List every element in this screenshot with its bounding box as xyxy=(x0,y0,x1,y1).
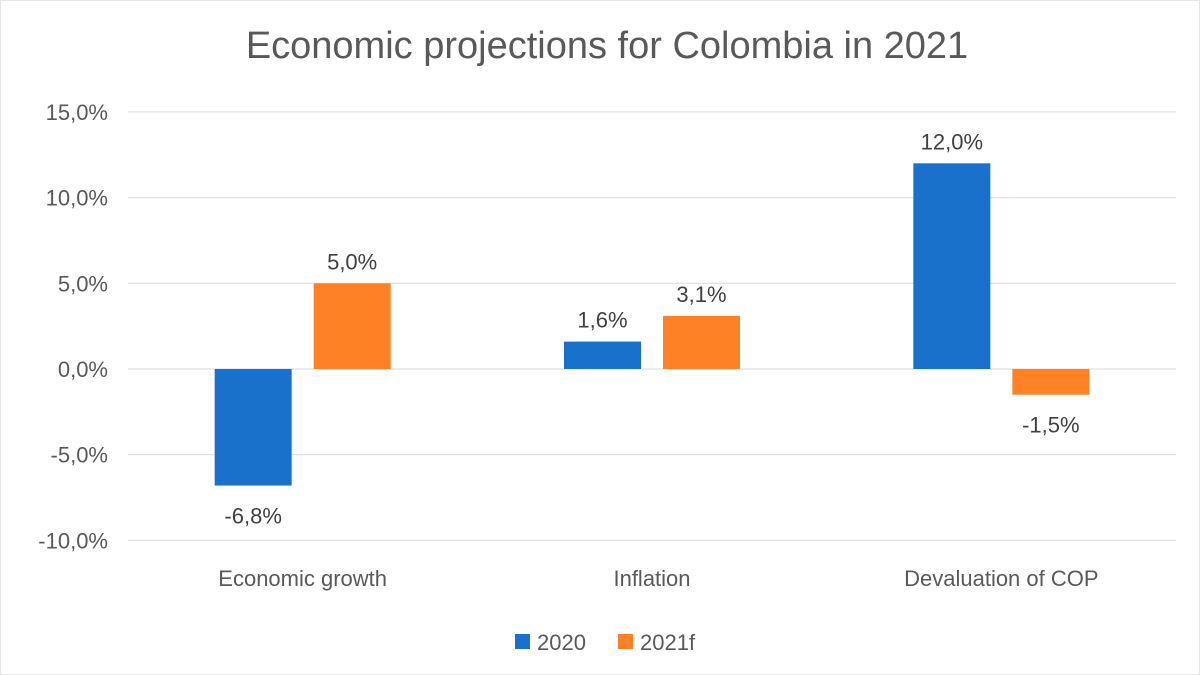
legend-swatch-2020 xyxy=(515,634,530,649)
chart-title: Economic projections for Colombia in 202… xyxy=(246,25,968,67)
y-tick-label: 10,0% xyxy=(46,186,108,211)
x-tick-label: Inflation xyxy=(613,566,690,591)
data-label: 5,0% xyxy=(327,249,377,274)
bar-2021f xyxy=(313,283,391,369)
y-tick-label: 0,0% xyxy=(58,357,108,382)
y-tick-label: 15,0% xyxy=(46,100,108,125)
x-tick-label: Economic growth xyxy=(218,566,387,591)
bar-2020 xyxy=(564,341,641,369)
legend-label: 2021f xyxy=(640,630,696,655)
bar-2020 xyxy=(913,163,991,369)
legend-label: 2020 xyxy=(537,630,586,655)
y-tick-label: -5,0% xyxy=(51,443,108,468)
data-label: -6,8% xyxy=(224,504,281,529)
data-label: 3,1% xyxy=(676,282,726,307)
y-tick-label: 5,0% xyxy=(58,271,108,296)
bar-2021f xyxy=(663,315,740,369)
bar-2020 xyxy=(214,369,292,486)
y-tick-label: -10,0% xyxy=(38,528,108,553)
data-label: 12,0% xyxy=(921,129,983,154)
x-tick-label: Devaluation of COP xyxy=(904,566,1098,591)
legend-swatch-2021f xyxy=(618,634,633,649)
data-label: -1,5% xyxy=(1022,413,1079,438)
data-label: 1,6% xyxy=(577,308,627,333)
bar-2021f xyxy=(1012,369,1090,395)
